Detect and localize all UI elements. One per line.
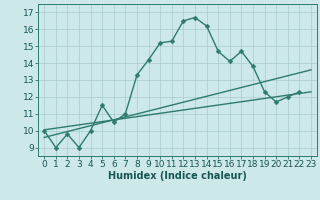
X-axis label: Humidex (Indice chaleur): Humidex (Indice chaleur) [108, 171, 247, 181]
